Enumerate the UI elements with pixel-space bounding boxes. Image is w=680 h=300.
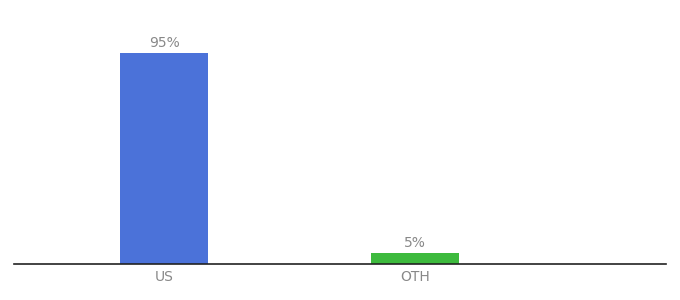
- Bar: [120, 53, 208, 264]
- Text: 95%: 95%: [149, 36, 180, 50]
- Bar: [371, 253, 459, 264]
- Text: 5%: 5%: [405, 236, 426, 250]
